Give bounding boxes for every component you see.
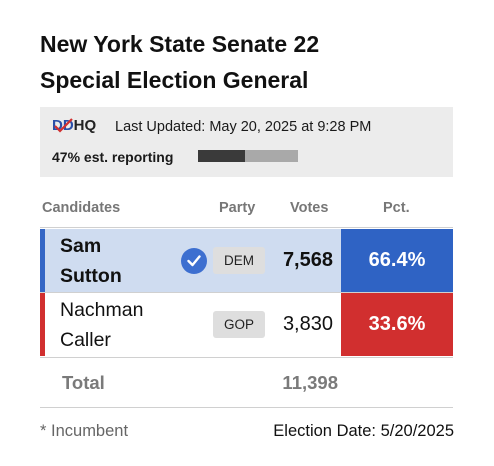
race-title-line-1: New York State Senate 22 [40, 31, 320, 57]
check-mark-icon [54, 118, 73, 133]
race-title: New York State Senate 22 Special Electio… [40, 26, 460, 98]
row-divider [40, 292, 453, 293]
incumbent-note: * Incumbent [40, 422, 129, 440]
ddhq-logo-mark: DD [52, 117, 74, 134]
candidate-last-name: Caller [60, 329, 111, 351]
header-candidates: Candidates [42, 200, 121, 216]
footer-divider [40, 407, 453, 408]
check-mark-icon [187, 255, 201, 267]
vote-count: 7,568 [282, 249, 333, 271]
row-divider [40, 357, 453, 358]
reporting-progress-fill [198, 150, 245, 162]
check-circle-icon [181, 248, 207, 274]
ddhq-logo: DD HQ [52, 117, 96, 135]
party-badge: DEM [213, 247, 265, 274]
status-panel: DD HQ Last Updated: May 20, 2025 at 9:28… [40, 107, 453, 177]
party-stripe [40, 229, 45, 292]
candidate-first-name: Sam [60, 235, 102, 257]
party-badge: GOP [213, 311, 265, 338]
candidate-row-caller[interactable]: Nachman Caller GOP 3,830 33.6% [40, 293, 453, 356]
candidate-name: Nachman Caller [60, 295, 185, 355]
header-votes: Votes [290, 200, 329, 216]
header-party: Party [219, 200, 256, 216]
vote-percentage: 66.4% [341, 229, 453, 292]
candidate-row-sutton[interactable]: Sam Sutton DEM 7,568 66.4% [40, 229, 453, 292]
vote-percentage: 33.6% [341, 293, 453, 356]
total-votes: 11,398 [282, 372, 338, 393]
vote-count: 3,830 [282, 313, 333, 335]
total-label: Total [62, 372, 105, 393]
candidate-last-name: Sutton [60, 265, 122, 287]
header-pct: Pct. [383, 200, 410, 216]
reporting-label: 47% est. reporting [52, 149, 174, 165]
ddhq-logo-suffix: HQ [73, 117, 97, 134]
candidate-name: Sam Sutton [60, 231, 185, 291]
race-title-line-2: Special Election General [40, 67, 309, 93]
table-divider [40, 227, 453, 228]
election-date: Election Date: 5/20/2025 [273, 422, 454, 440]
candidate-first-name: Nachman [60, 299, 144, 321]
last-updated-text: Last Updated: May 20, 2025 at 9:28 PM [115, 119, 372, 135]
reporting-progress-bar [198, 150, 298, 162]
party-stripe [40, 293, 45, 356]
